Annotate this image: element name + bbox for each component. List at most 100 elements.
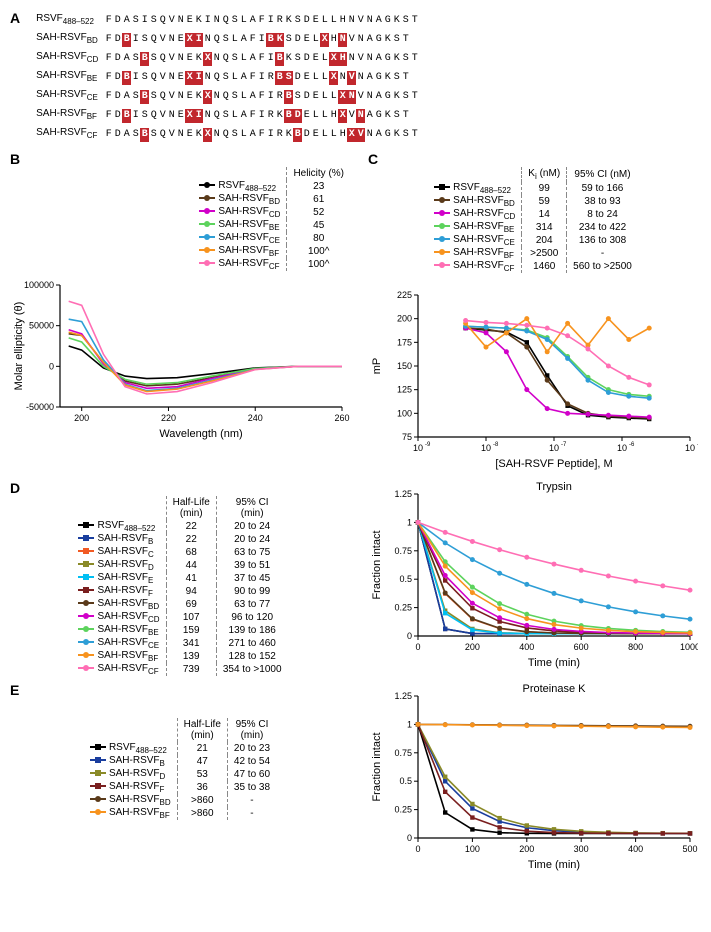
legend-entry: SAH-RSVFBE bbox=[72, 624, 166, 637]
svg-text:-9: -9 bbox=[425, 442, 431, 448]
sequence-name: SAH-RSVFBF bbox=[34, 107, 100, 124]
legend-entry: SAH-RSVFD bbox=[84, 768, 177, 781]
legend-entry: SAH-RSVFBD bbox=[72, 598, 166, 611]
panel-b-legend: Helicity (%)RSVF488–52223SAH-RSVFBD61SAH… bbox=[193, 167, 350, 271]
svg-text:10: 10 bbox=[549, 443, 559, 453]
svg-text:100: 100 bbox=[465, 844, 480, 854]
sequence-name: RSVF488–522 bbox=[34, 12, 100, 29]
legend-entry: SAH-RSVFB bbox=[84, 755, 177, 768]
svg-text:Fraction intact: Fraction intact bbox=[371, 732, 383, 801]
panel-a: A RSVF488–522FDASISQVNEKINQSLAFIRKSDELLH… bbox=[10, 10, 701, 145]
panel-d: D Half-Life(min)95% CI(min)RSVF488–52222… bbox=[10, 480, 701, 676]
svg-text:Trypsin: Trypsin bbox=[536, 481, 572, 493]
legend-entry: RSVF488–522 bbox=[72, 520, 166, 533]
legend-entry: RSVF488–522 bbox=[428, 182, 522, 195]
sequence-alignment: RSVF488–522FDASISQVNEKINQSLAFIRKSDELLHNV… bbox=[32, 10, 423, 145]
svg-text:Fraction intact: Fraction intact bbox=[371, 530, 383, 599]
svg-text:0: 0 bbox=[415, 844, 420, 854]
legend-entry: SAH-RSVFCF bbox=[428, 260, 522, 273]
svg-text:200: 200 bbox=[519, 844, 534, 854]
svg-text:0.75: 0.75 bbox=[394, 748, 412, 758]
svg-text:10: 10 bbox=[481, 443, 491, 453]
svg-text:600: 600 bbox=[574, 642, 589, 652]
legend-entry: SAH-RSVFBF bbox=[84, 807, 177, 820]
svg-text:0.5: 0.5 bbox=[399, 776, 412, 786]
svg-text:10: 10 bbox=[413, 443, 423, 453]
sequence-residues: FDASISQVNEKINQSLAFIRKSDELLHNVNAGKST bbox=[102, 12, 421, 29]
svg-text:1: 1 bbox=[407, 517, 412, 527]
trypsin-decay-chart: 0200400600800100000.250.50.7511.25Time (… bbox=[368, 480, 698, 670]
svg-text:1: 1 bbox=[407, 719, 412, 729]
svg-text:0.75: 0.75 bbox=[394, 546, 412, 556]
sequence-name: SAH-RSVFCF bbox=[34, 126, 100, 143]
svg-text:0.5: 0.5 bbox=[399, 574, 412, 584]
panel-d-legend: Half-Life(min)95% CI(min)RSVF488–5222220… bbox=[72, 496, 287, 676]
svg-text:300: 300 bbox=[574, 844, 589, 854]
panel-d-label: D bbox=[10, 480, 350, 496]
legend-entry: SAH-RSVFBD bbox=[193, 193, 287, 206]
svg-text:1000: 1000 bbox=[680, 642, 698, 652]
legend-entry: SAH-RSVFBE bbox=[428, 221, 522, 234]
sequence-residues: FDASBSQVNEKXNQSLAFIBKSDELXHNVNAGKST bbox=[102, 50, 421, 67]
svg-text:0.25: 0.25 bbox=[394, 805, 412, 815]
cd-spectrum-chart: 200 220 240 260 -50000 0 50000 100000 Wavelength… bbox=[10, 271, 350, 441]
legend-entry: SAH-RSVFCE bbox=[193, 232, 287, 245]
sequence-name: SAH-RSVFBD bbox=[34, 31, 100, 48]
svg-text:100: 100 bbox=[397, 408, 412, 418]
legend-entry: SAH-RSVFBD bbox=[428, 195, 522, 208]
sequence-residues: FDASBSQVNEKXNQSLAFIRKBDELLHXVNAGKST bbox=[102, 126, 421, 143]
svg-text:-8: -8 bbox=[493, 442, 499, 448]
svg-text:-5: -5 bbox=[697, 442, 698, 448]
svg-text:Time (min): Time (min) bbox=[528, 859, 580, 871]
panel-b-label: B bbox=[10, 151, 350, 167]
svg-text:500: 500 bbox=[682, 844, 697, 854]
svg-text:Proteinase K: Proteinase K bbox=[523, 683, 587, 695]
svg-text:175: 175 bbox=[397, 337, 412, 347]
svg-text:[SAH-RSVF Peptide], M: [SAH-RSVF Peptide], M bbox=[495, 458, 612, 470]
legend-entry: SAH-RSVFD bbox=[72, 559, 166, 572]
svg-text:1.25: 1.25 bbox=[394, 489, 412, 499]
svg-text:50000: 50000 bbox=[29, 321, 54, 331]
sequence-residues: FDBISQVNEXINQSLAFIBKSDELXHNVNAGKST bbox=[102, 31, 421, 48]
svg-text:260: 260 bbox=[334, 413, 349, 423]
panel-e-label: E bbox=[10, 682, 350, 698]
legend-entry: SAH-RSVFBF bbox=[193, 245, 287, 258]
svg-text:225: 225 bbox=[397, 290, 412, 300]
legend-entry: RSVF488–522 bbox=[84, 742, 177, 755]
svg-text:0: 0 bbox=[407, 631, 412, 641]
svg-text:0: 0 bbox=[49, 361, 54, 371]
legend-entry: SAH-RSVFCE bbox=[428, 234, 522, 247]
svg-text:10: 10 bbox=[617, 443, 627, 453]
svg-text:75: 75 bbox=[402, 432, 412, 442]
legend-entry: SAH-RSVFF bbox=[84, 781, 177, 794]
svg-text:200: 200 bbox=[74, 413, 89, 423]
legend-entry: SAH-RSVFCF bbox=[72, 663, 166, 676]
sequence-name: SAH-RSVFCD bbox=[34, 50, 100, 67]
panel-c: C Ki (nM)95% CI (nM)RSVF488–5229959 to 1… bbox=[368, 151, 698, 474]
svg-text:200: 200 bbox=[465, 642, 480, 652]
svg-text:0.25: 0.25 bbox=[394, 603, 412, 613]
legend-entry: SAH-RSVFBE bbox=[193, 219, 287, 232]
legend-entry: SAH-RSVFCD bbox=[193, 206, 287, 219]
svg-text:240: 240 bbox=[248, 413, 263, 423]
legend-entry: SAH-RSVFE bbox=[72, 572, 166, 585]
svg-text:Wavelength (nm): Wavelength (nm) bbox=[159, 428, 242, 440]
svg-text:-50000: -50000 bbox=[26, 402, 54, 412]
legend-entry: SAH-RSVFCF bbox=[193, 258, 287, 271]
legend-entry: SAH-RSVFBD bbox=[84, 794, 177, 807]
panel-e: E Half-Life(min)95% CI(min)RSVF488–52221… bbox=[10, 682, 701, 875]
sequence-residues: FDASBSQVNEKXNQSLAFIRBSDELLXNVNAGKST bbox=[102, 88, 421, 105]
binding-curve-chart: 10-910-810-710-610-575100125150175200225… bbox=[368, 281, 698, 471]
legend-entry: SAH-RSVFBF bbox=[428, 247, 522, 260]
sequence-name: SAH-RSVFCE bbox=[34, 88, 100, 105]
panel-c-label: C bbox=[368, 151, 698, 167]
svg-text:400: 400 bbox=[628, 844, 643, 854]
svg-text:220: 220 bbox=[161, 413, 176, 423]
proteinasek-decay-chart: 010020030040050000.250.50.7511.25Time (m… bbox=[368, 682, 698, 872]
svg-text:100000: 100000 bbox=[24, 280, 54, 290]
legend-entry: SAH-RSVFBF bbox=[72, 650, 166, 663]
svg-text:125: 125 bbox=[397, 385, 412, 395]
svg-text:mP: mP bbox=[371, 358, 383, 375]
legend-entry: SAH-RSVFB bbox=[72, 533, 166, 546]
legend-entry: SAH-RSVFF bbox=[72, 585, 166, 598]
